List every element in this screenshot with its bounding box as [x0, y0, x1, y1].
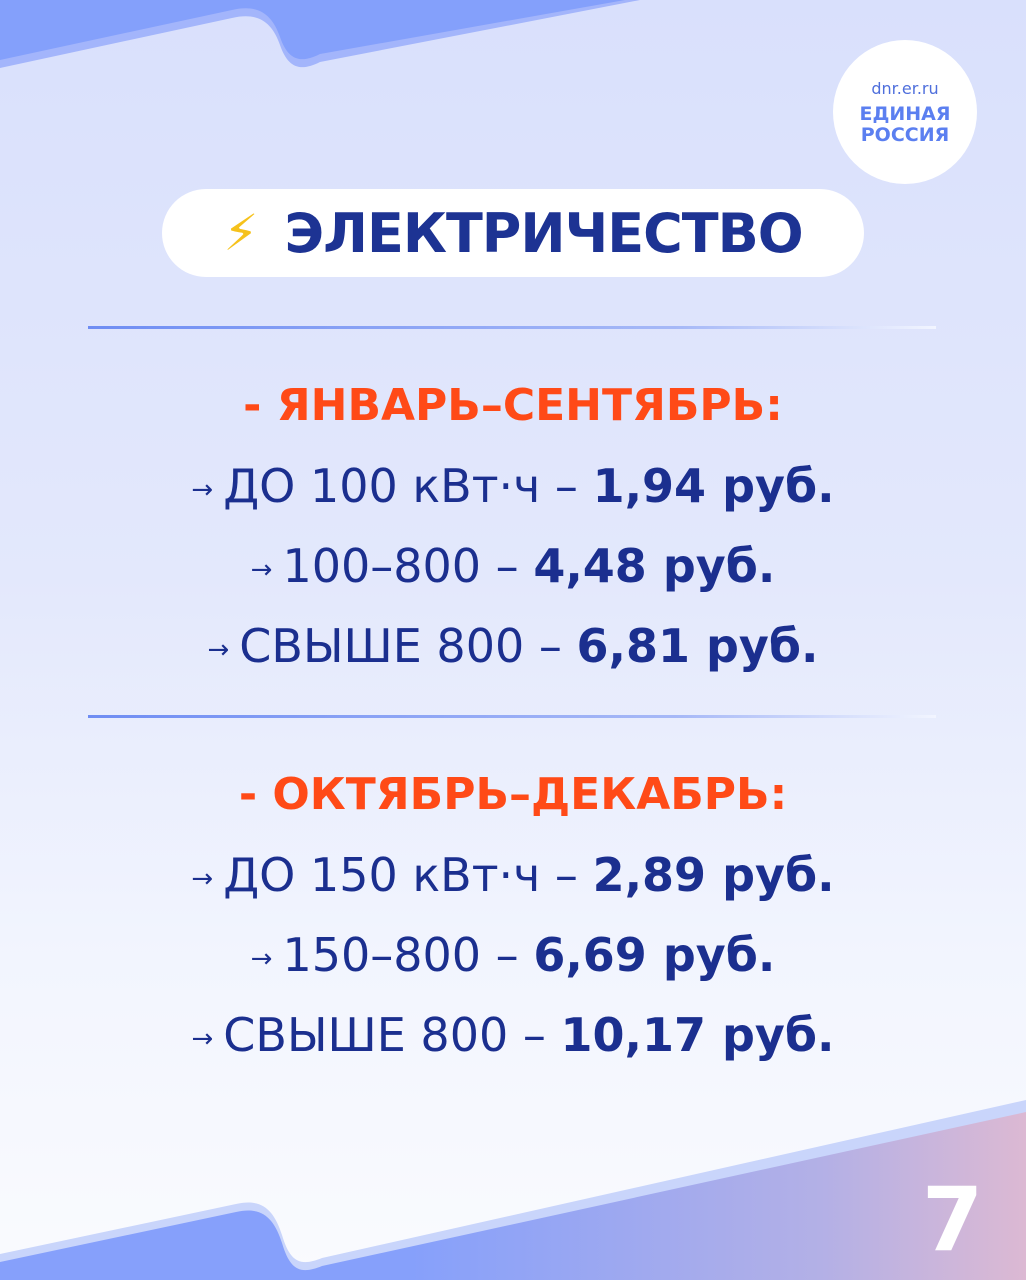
divider — [88, 326, 936, 329]
top-wave-shape-inner — [0, 0, 625, 60]
title-pill: ⚡ ЭЛЕКТРИЧЕСТВО — [162, 189, 864, 277]
arrow-icon: → — [191, 863, 214, 894]
divider — [88, 715, 936, 718]
tariff-label: СВЫШЕ 800 – — [239, 619, 562, 673]
tariff-price: 6,69 руб. — [533, 928, 776, 982]
logo-name-line1: ЕДИНАЯ — [859, 102, 951, 125]
tariff-label: СВЫШЕ 800 – — [223, 1008, 546, 1062]
tariff-row: → 150–800 – 6,69 руб. — [0, 915, 1026, 995]
section-heading: - ЯНВАРЬ–СЕНТЯБРЬ: — [243, 380, 783, 431]
arrow-icon: → — [250, 943, 273, 974]
bottom-wave-shape — [0, 1112, 1026, 1280]
tariff-row: → 100–800 – 4,48 руб. — [0, 526, 1026, 606]
section-oct-dec: - ОКТЯБРЬ–ДЕКАБРЬ: → ДО 150 кВт·ч – 2,89 … — [0, 755, 1026, 1075]
tariff-row: → СВЫШЕ 800 – 6,81 руб. — [0, 606, 1026, 686]
tariff-price: 10,17 руб. — [560, 1008, 835, 1062]
logo-url: dnr.er.ru — [871, 78, 939, 98]
tariff-row: → СВЫШЕ 800 – 10,17 руб. — [0, 995, 1026, 1075]
tariff-price: 6,81 руб. — [576, 619, 819, 673]
section-heading: - ОКТЯБРЬ–ДЕКАБРЬ: — [238, 769, 788, 820]
page-number: 7 — [922, 1168, 984, 1271]
tariff-label: 100–800 – — [282, 539, 519, 593]
tariff-price: 1,94 руб. — [592, 459, 835, 513]
arrow-icon: → — [250, 554, 273, 585]
arrow-icon: → — [191, 1023, 214, 1054]
tariff-price: 4,48 руб. — [533, 539, 776, 593]
section-jan-sep: - ЯНВАРЬ–СЕНТЯБРЬ: → ДО 100 кВт·ч – 1,94 … — [0, 366, 1026, 686]
party-logo: dnr.er.ru ЕДИНАЯ РОССИЯ — [833, 40, 977, 184]
tariff-row: → ДО 100 кВт·ч – 1,94 руб. — [0, 446, 1026, 526]
lightning-bolt-icon: ⚡ — [223, 204, 259, 262]
page-title: ЭЛЕКТРИЧЕСТВО — [284, 201, 803, 265]
tariff-label: 150–800 – — [282, 928, 519, 982]
tariff-label: ДО 100 кВт·ч – — [223, 459, 578, 513]
tariff-label: ДО 150 кВт·ч – — [223, 848, 578, 902]
arrow-icon: → — [207, 634, 230, 665]
logo-name-line2: РОССИЯ — [860, 123, 950, 146]
tariff-row: → ДО 150 кВт·ч – 2,89 руб. — [0, 835, 1026, 915]
tariff-price: 2,89 руб. — [592, 848, 835, 902]
arrow-icon: → — [191, 474, 214, 505]
